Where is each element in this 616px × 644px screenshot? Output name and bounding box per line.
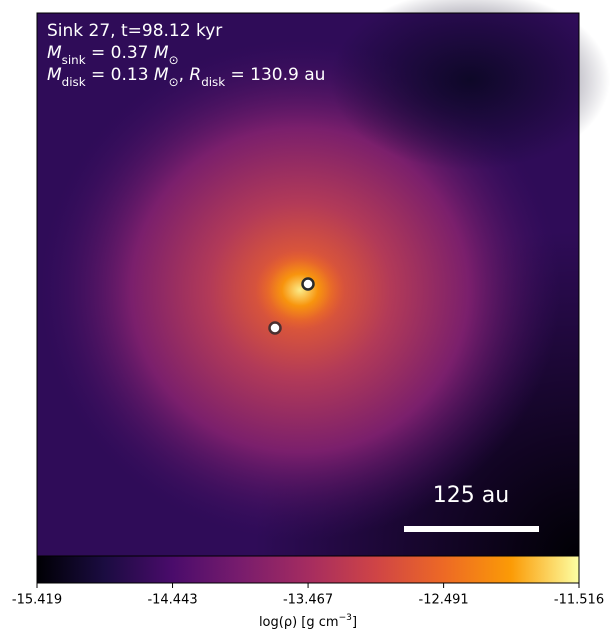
sink [301,277,315,291]
text: M [47,43,62,63]
subscript: ⊙ [169,53,179,67]
subscript: disk [62,75,86,89]
colorbar-label: log(ρ) [g cm−3] [259,613,357,630]
text: Sink 27, t=98.12 kyr [47,21,222,41]
text: = 0.37 [86,43,154,63]
text: M [154,43,169,63]
x-tick-label: -15.419 [12,593,62,608]
subscript: disk [201,75,225,89]
text: M [154,65,169,85]
density-image [36,0,610,557]
text: = 0.13 [86,65,154,85]
annotation: Mdisk = 0.13 M⊙, Rdisk = 130.9 au [47,65,325,89]
subscript: sink [62,53,86,67]
text: R [189,65,201,85]
text: ] [352,615,357,630]
colorbar [36,555,580,584]
superscript: −3 [339,613,353,623]
x-tick-label: -13.467 [283,593,333,608]
x-tick-label: -11.516 [554,593,604,608]
x-tick-label: -14.443 [147,593,197,608]
scale-bar-label: 125 au [433,483,509,508]
text: log(ρ) [g cm [259,615,339,630]
x-tick-label: -12.491 [419,593,469,608]
text: M [47,65,62,85]
text: , [179,65,190,85]
subscript: ⊙ [169,75,179,89]
text: = 130.9 au [225,65,325,85]
annotation: Sink 27, t=98.12 kyr [47,21,222,41]
sink [268,321,282,335]
annotation: Msink = 0.37 M⊙ [47,43,179,67]
